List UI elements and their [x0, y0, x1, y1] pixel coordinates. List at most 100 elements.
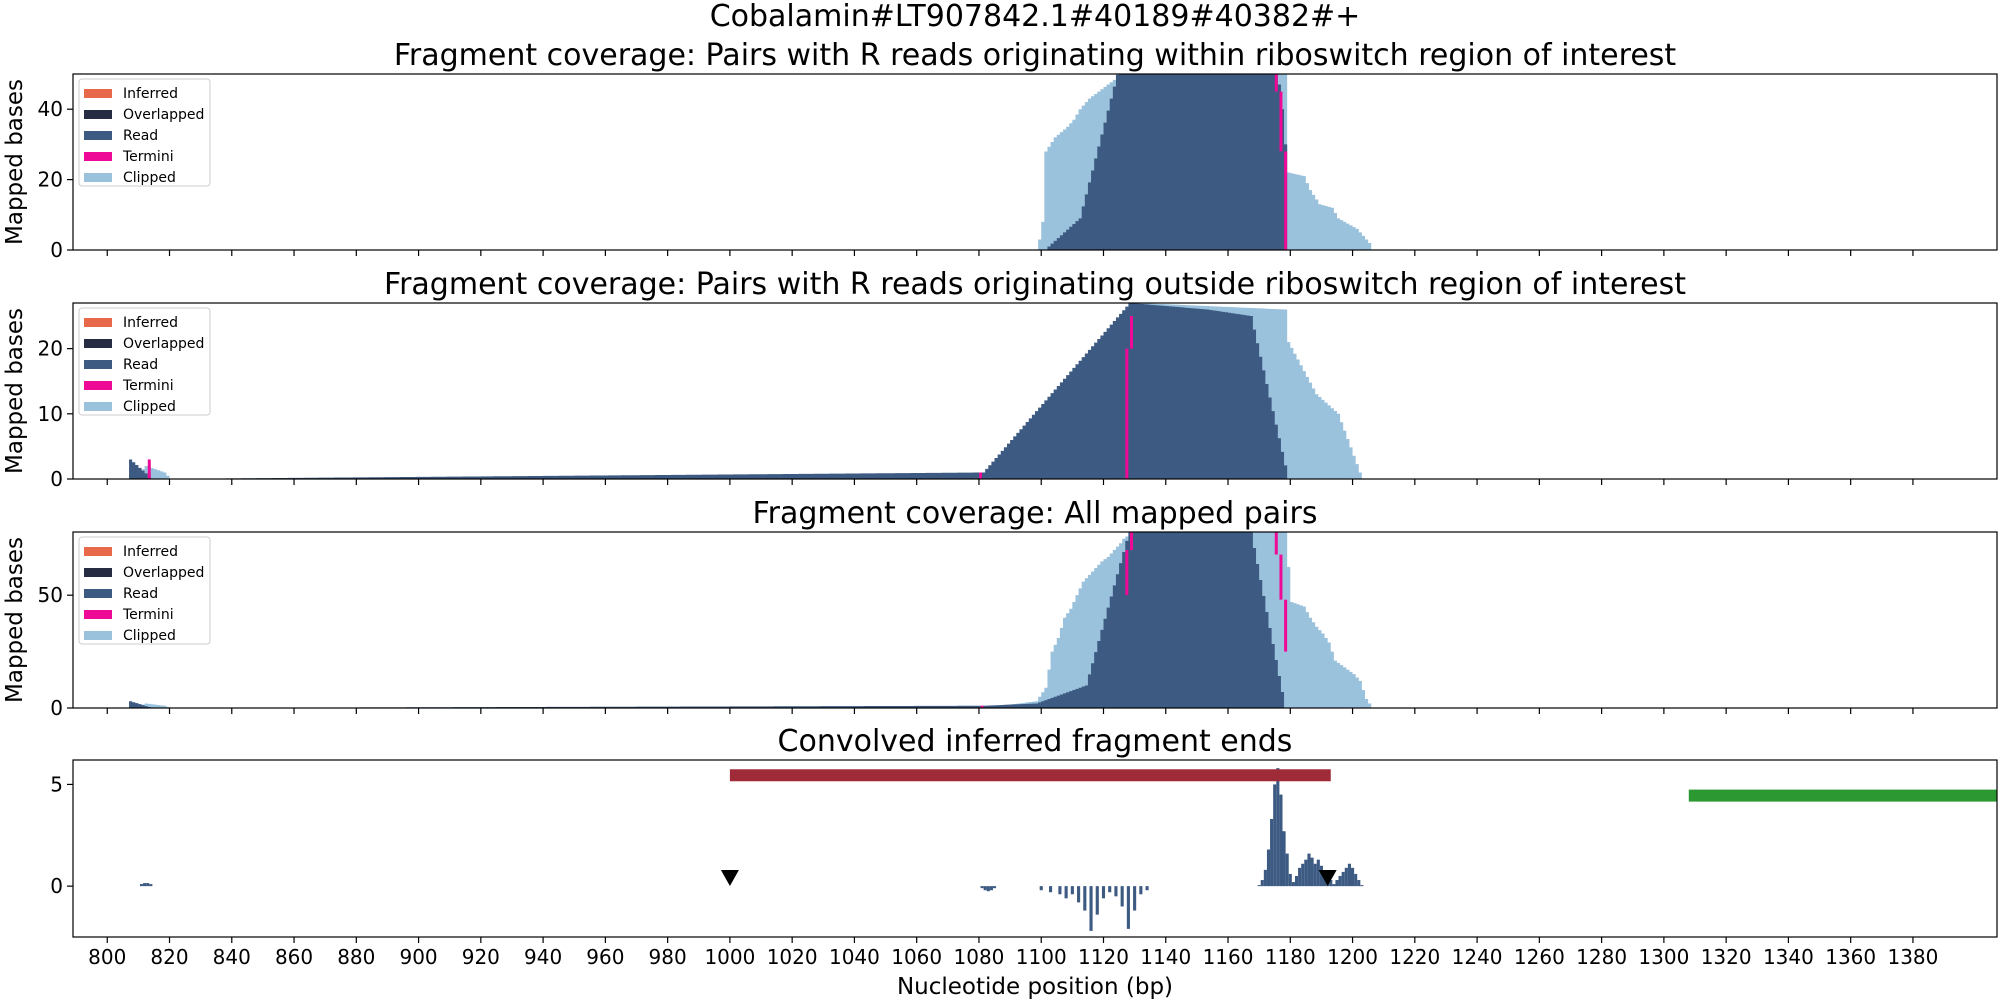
- legend-swatch: [84, 318, 112, 327]
- y-tick-label: 5: [50, 772, 63, 796]
- x-tick-label: 860: [275, 945, 313, 969]
- signal-bar: [1316, 859, 1320, 887]
- x-tick-label: 840: [213, 945, 251, 969]
- series-read-area: [1047, 74, 1288, 250]
- y-tick-label: 20: [38, 337, 63, 361]
- panel-title: Fragment coverage: Pairs with R reads or…: [394, 38, 1677, 73]
- signal-bar: [1301, 863, 1305, 887]
- signal-bar: [1332, 884, 1336, 887]
- legend-swatch: [84, 360, 112, 369]
- signal-bar: [1114, 886, 1118, 897]
- panel-frame: [72, 302, 1998, 480]
- signal-bar: [1341, 871, 1345, 887]
- legend: Inferred Overlapped Read Termini Clipped: [78, 78, 211, 187]
- legend-label: Termini: [122, 607, 174, 623]
- x-tick-label: 1260: [1514, 945, 1565, 969]
- panel-frame: [72, 759, 1998, 938]
- legend-swatch: [84, 339, 112, 348]
- down-triangle-marker: [1318, 870, 1337, 886]
- y-tick-label: 0: [50, 238, 63, 262]
- legend-label: Overlapped: [123, 565, 204, 581]
- legend-swatch: [84, 131, 112, 140]
- signal-bar: [1273, 784, 1277, 887]
- x-tick-label: 1180: [1265, 945, 1316, 969]
- signal-bar: [146, 883, 150, 887]
- panel-frame: [72, 73, 1998, 251]
- y-tick-label: 10: [38, 402, 63, 426]
- y-axis-label: Mapped bases: [2, 79, 28, 245]
- signal-bar: [1095, 886, 1099, 915]
- legend-swatch: [84, 610, 112, 619]
- signal-bar: [1266, 849, 1271, 887]
- plot-area: [129, 532, 1372, 708]
- signal-bar: [1270, 819, 1274, 887]
- signal-bar: [983, 886, 987, 891]
- panel-frame: [72, 531, 1998, 709]
- y-tick-label: 0: [50, 467, 63, 491]
- x-tick-label: 1040: [829, 945, 880, 969]
- signal-bar: [143, 883, 147, 887]
- signal-bar: [149, 884, 153, 887]
- signal-bar: [1304, 859, 1308, 887]
- series-read-area: [129, 303, 1288, 479]
- legend-label: Read: [123, 586, 158, 602]
- signal-bar: [1354, 873, 1358, 887]
- legend-label: Clipped: [123, 399, 176, 415]
- signal-bar: [1357, 880, 1361, 887]
- signal-bar: [1279, 794, 1283, 887]
- signal-bar: [1070, 886, 1074, 895]
- legend-swatch: [84, 89, 112, 98]
- signal-bar: [1313, 863, 1317, 887]
- y-tick-label: 0: [50, 696, 63, 720]
- y-axis-label: Mapped bases: [2, 308, 28, 474]
- down-triangle-marker: [720, 870, 739, 886]
- legend-label: Read: [123, 128, 158, 144]
- legend-label: Inferred: [123, 315, 178, 331]
- x-tick-label: 920: [462, 945, 500, 969]
- x-tick-label: 900: [399, 945, 437, 969]
- x-tick-labels: 800 820 840 860 880 900 920 940 960 980 1000 1020 10…: [88, 945, 1938, 969]
- signal-bar: [992, 886, 997, 889]
- plot-area: [129, 303, 1362, 479]
- x-axis-label: Nucleotide position (bp): [897, 974, 1173, 1000]
- signal-bar: [1077, 886, 1081, 903]
- signal-bar: [1058, 886, 1062, 895]
- legend-label: Overlapped: [123, 107, 204, 123]
- x-tick-label: 1140: [1140, 945, 1191, 969]
- panels: Fragment coverage: Pairs with R reads or…: [2, 38, 1998, 943]
- y-tick-label: 50: [38, 583, 63, 607]
- signal-bar: [1263, 869, 1267, 887]
- legend-swatch: [84, 589, 112, 598]
- signal-bar: [1285, 853, 1289, 887]
- signal-bar: [1276, 768, 1280, 887]
- legend-swatch: [84, 631, 112, 640]
- legend-swatch: [84, 547, 112, 556]
- legend: Inferred Overlapped Read Termini Clipped: [78, 307, 211, 416]
- panel-4: Convolved inferred fragment ends 0 5: [50, 724, 1998, 943]
- x-tick-label: 1000: [704, 945, 755, 969]
- signal-bar: [139, 884, 144, 887]
- x-tick-label: 1240: [1452, 945, 1503, 969]
- x-tick-label: 1280: [1576, 945, 1627, 969]
- y-tick-label: 20: [38, 168, 63, 192]
- x-tick-label: 1160: [1203, 945, 1254, 969]
- signal-bar: [1139, 886, 1143, 895]
- legend-label: Termini: [122, 149, 174, 165]
- legend-swatch: [84, 173, 112, 182]
- signal-bar: [1145, 886, 1149, 891]
- legend-label: Clipped: [123, 170, 176, 186]
- signal-bar: [1350, 867, 1355, 887]
- y-tick-label: 0: [50, 874, 63, 898]
- legend-swatch: [84, 152, 112, 161]
- signal-bar: [1307, 853, 1311, 887]
- legend: Inferred Overlapped Read Termini Clipped: [78, 536, 211, 645]
- signal-bar: [1260, 880, 1264, 887]
- x-tick-label: 960: [586, 945, 624, 969]
- signal-bar: [1319, 865, 1323, 887]
- panel-1: Fragment coverage: Pairs with R reads or…: [2, 38, 1998, 262]
- x-tick-label: 1320: [1701, 945, 1752, 969]
- signal-bar: [1294, 875, 1299, 887]
- signal-bar: [1329, 880, 1333, 887]
- riboswitch-range-bar: [729, 769, 1331, 782]
